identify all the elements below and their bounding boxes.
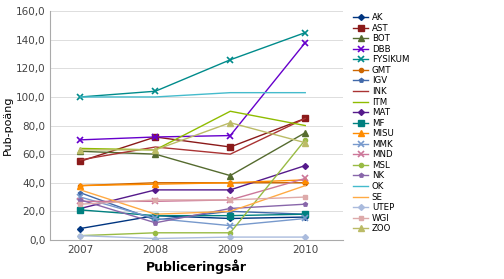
Legend: AK, AST, BOT, DBB, FYSIKUM, GMT, IGV, INK, ITM, MAT, MF, MISU, MMK, MND, MSL, NK: AK, AST, BOT, DBB, FYSIKUM, GMT, IGV, IN… xyxy=(353,13,409,233)
Y-axis label: Pub-poäng: Pub-poäng xyxy=(3,96,13,155)
X-axis label: Publiceringsår: Publiceringsår xyxy=(146,259,247,273)
